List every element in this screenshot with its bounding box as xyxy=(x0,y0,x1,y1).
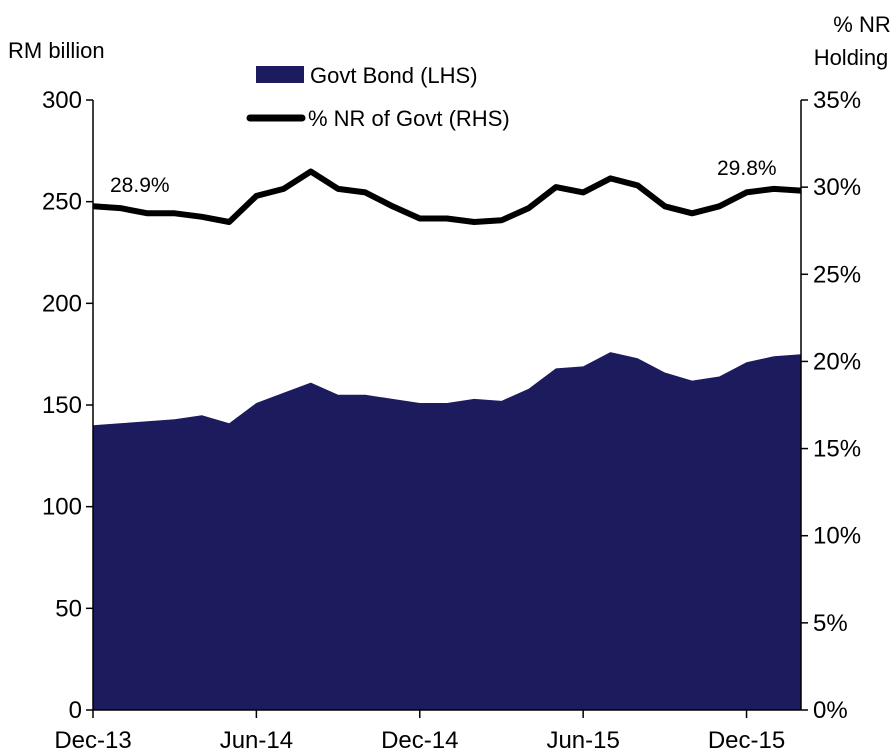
legend-swatch-area xyxy=(256,66,304,83)
right-axis-title-line2: Holding xyxy=(814,45,889,70)
right-tick-label: 25% xyxy=(813,261,861,288)
left-axis-ticks: 0 50 100 150 200 250 300 xyxy=(42,87,93,724)
x-tick-label: Jun-15 xyxy=(546,727,619,754)
right-tick-label: 5% xyxy=(813,610,848,637)
right-tick-label: 15% xyxy=(813,436,861,463)
govt-bond-area xyxy=(93,352,801,710)
right-axis-ticks: 0% 5% 10% 15% 20% 25% 30% 35% xyxy=(801,87,861,724)
left-tick-label: 150 xyxy=(42,392,82,419)
legend-item-nr-holding: % NR of Govt (RHS) xyxy=(246,106,510,131)
left-tick-label: 100 xyxy=(42,494,82,521)
x-axis-ticks: Dec-13 Jun-14 Dec-14 Jun-15 Dec-15 xyxy=(54,710,785,754)
right-tick-label: 10% xyxy=(813,523,861,550)
left-tick-label: 250 xyxy=(42,189,82,216)
plot-area xyxy=(92,168,802,710)
right-tick-label: 30% xyxy=(813,174,861,201)
right-axis-title-line1: % NR xyxy=(833,12,890,37)
right-tick-label: 20% xyxy=(813,348,861,375)
annotation-start: 28.9% xyxy=(110,174,170,197)
nr-holding-line xyxy=(92,168,802,225)
left-tick-label: 200 xyxy=(42,290,82,317)
legend-item-govt-bond: Govt Bond (LHS) xyxy=(256,63,478,88)
left-axis-title: RM billion xyxy=(8,38,105,63)
right-tick-label: 35% xyxy=(813,87,861,114)
x-tick-label: Dec-15 xyxy=(708,727,785,754)
left-tick-label: 300 xyxy=(42,87,82,114)
annotation-end: 29.8% xyxy=(717,157,777,180)
left-tick-label: 50 xyxy=(55,595,82,622)
legend-label-govt-bond: Govt Bond (LHS) xyxy=(310,63,478,88)
right-tick-label: 0% xyxy=(813,697,848,724)
axes: 0 50 100 150 200 250 300 0% 5% 10% 15% 20% 25% 30% 35… xyxy=(42,87,861,754)
x-tick-label: Dec-13 xyxy=(54,727,131,754)
legend: Govt Bond (LHS) % NR of Govt (RHS) xyxy=(246,63,510,131)
x-tick-label: Dec-14 xyxy=(381,727,458,754)
left-tick-label: 0 xyxy=(69,697,82,724)
x-tick-label: Jun-14 xyxy=(220,727,293,754)
legend-label-nr-holding: % NR of Govt (RHS) xyxy=(308,106,510,131)
